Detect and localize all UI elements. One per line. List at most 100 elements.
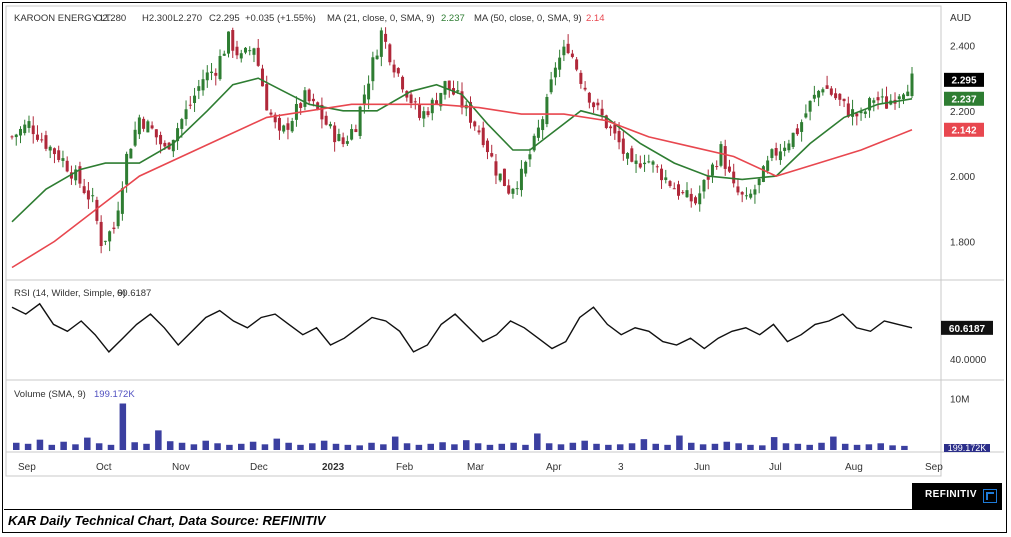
candle-body	[205, 72, 209, 81]
candle-body	[367, 83, 371, 100]
candle-body	[600, 108, 604, 116]
volume-bar	[735, 443, 742, 450]
volume-bar	[699, 444, 707, 450]
candle-body	[702, 179, 706, 192]
volume-bar	[877, 443, 884, 450]
candle-body	[638, 163, 642, 168]
time-axis-labels: Sep Oct Nov Dec 2023 Feb Mar Apr 3 Jun Jul Aug Sep	[18, 462, 943, 473]
candle-body	[604, 115, 608, 129]
volume-bar	[178, 442, 186, 450]
rsi-legend-value: 60.6187	[117, 288, 151, 299]
time-axis-label: Oct	[96, 462, 112, 473]
candle-body	[65, 160, 69, 172]
currency-label: AUD	[950, 13, 971, 24]
candle-body	[808, 100, 812, 112]
candle-body	[660, 168, 664, 181]
candle-body	[583, 87, 587, 90]
candle-body	[566, 43, 570, 54]
price-axis-ticks: 2.400 2.200 2.000 1.800	[950, 42, 975, 249]
candle-body	[592, 102, 596, 108]
candle-body	[723, 146, 727, 169]
volume-bar	[36, 439, 44, 450]
ma50-line	[11, 103, 913, 269]
ohlc-close: C2.295	[209, 13, 240, 24]
candle-body	[375, 55, 379, 60]
candle-body	[693, 197, 697, 204]
candle-body	[558, 57, 562, 70]
candle-body	[328, 124, 332, 127]
candle-body	[596, 102, 600, 106]
candle-body	[256, 47, 260, 66]
price-tag	[944, 72, 984, 87]
brand-logo-icon	[983, 489, 997, 503]
candle-body	[447, 80, 451, 91]
price-title: KAROON ENERGY LT	[14, 13, 111, 24]
candle-body	[163, 142, 167, 147]
candle-body	[277, 117, 281, 131]
time-axis-label: Feb	[396, 462, 414, 473]
time-axis-label: Dec	[250, 462, 268, 473]
candle-body	[685, 190, 689, 198]
rsi-line	[11, 302, 913, 353]
candle-body	[897, 96, 901, 100]
volume-bar	[297, 444, 304, 450]
candle-body	[294, 103, 298, 120]
candle-body	[52, 148, 56, 155]
volume-bar	[380, 444, 387, 450]
volume-bar	[534, 433, 541, 450]
candle-body	[74, 169, 78, 181]
candle-body	[426, 111, 430, 116]
volume-bar	[510, 442, 517, 450]
candle-body	[651, 161, 655, 165]
candle-body	[744, 195, 748, 197]
candle-body	[613, 124, 617, 134]
candle-body	[524, 161, 528, 174]
candle-body	[31, 125, 35, 135]
volume-tick-label: 10M	[950, 394, 969, 405]
candle-body	[396, 68, 400, 74]
volume-bar	[166, 441, 174, 450]
time-axis-label: Jun	[694, 462, 710, 473]
volume-bar	[320, 440, 328, 450]
volume-bar	[889, 445, 896, 450]
volume-bar	[486, 444, 494, 450]
candlestick-series	[10, 27, 914, 254]
volume-bar	[616, 444, 624, 450]
candle-body	[252, 48, 256, 55]
volume-bar	[723, 441, 731, 450]
candle-body	[133, 129, 137, 146]
candle-body	[872, 100, 876, 103]
candle-body	[800, 122, 804, 132]
candle-body	[587, 92, 591, 103]
price-tag-label: 2.237	[951, 94, 976, 105]
volume-bar	[901, 445, 908, 450]
candle-body	[146, 121, 150, 133]
volume-bar	[830, 436, 837, 450]
candle-body	[880, 96, 884, 98]
candle-body	[481, 127, 485, 146]
candle-body	[27, 121, 31, 128]
candle-body	[35, 134, 39, 140]
time-axis-label: Jul	[769, 462, 782, 473]
candle-body	[137, 117, 141, 135]
volume-value-tag	[944, 444, 990, 452]
candle-body	[664, 177, 668, 180]
volume-bar	[84, 437, 91, 450]
candle-body	[787, 143, 791, 151]
price-tick-label: 2.000	[950, 172, 975, 183]
footer-bar	[4, 483, 1002, 509]
candle-body	[388, 44, 392, 63]
volume-bar	[48, 444, 56, 450]
candle-body	[545, 96, 549, 125]
volume-bar	[557, 444, 565, 450]
volume-bar	[107, 444, 115, 450]
ma21-line	[11, 77, 913, 223]
price-tag	[944, 122, 984, 137]
candle-body	[311, 98, 315, 102]
candle-body	[507, 185, 511, 194]
volume-bar	[332, 443, 340, 450]
candle-body	[626, 153, 630, 159]
candle-body	[536, 127, 540, 138]
candle-body	[379, 30, 383, 57]
